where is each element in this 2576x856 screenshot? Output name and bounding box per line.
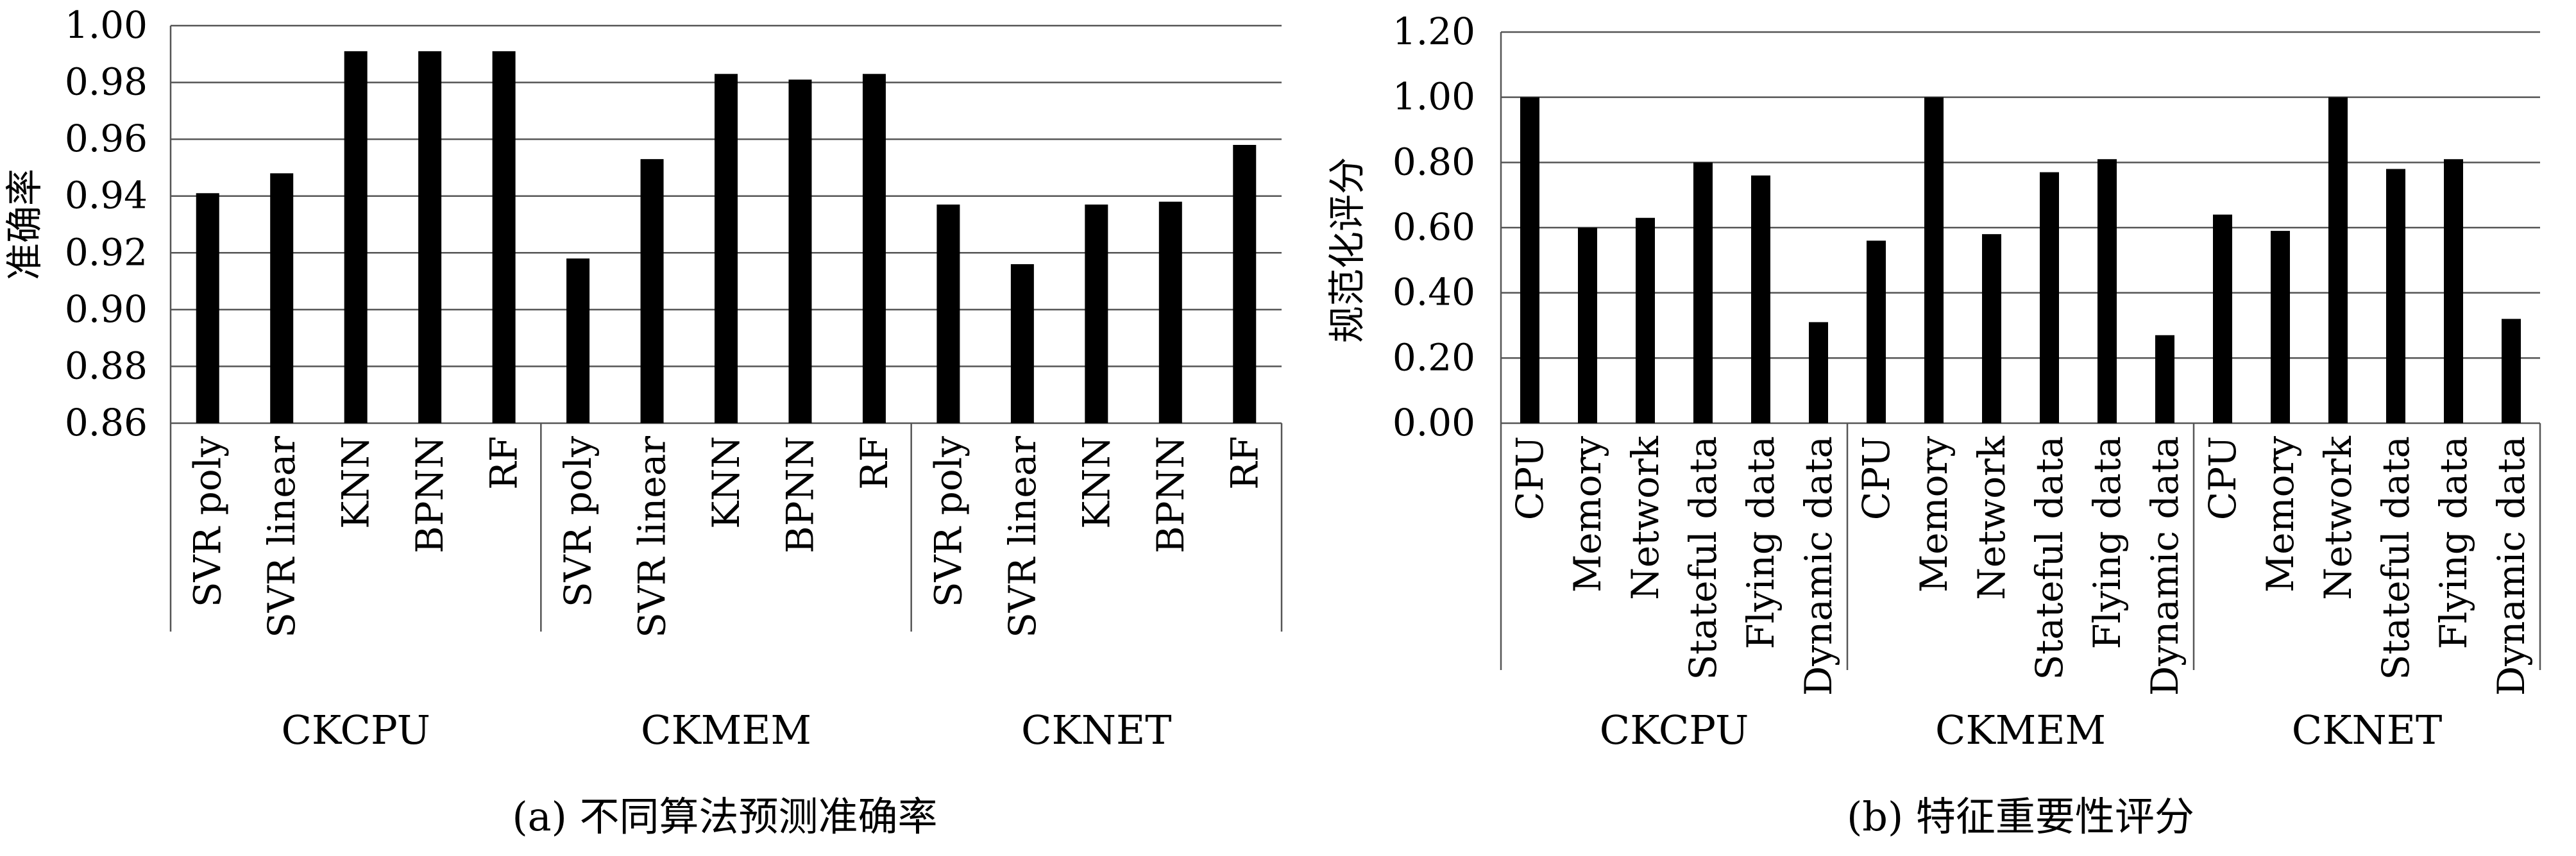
group-label-ckmem: CKMEM (641, 707, 811, 753)
y-axis-title: 准确率 (3, 169, 46, 280)
category-label: Stateful data (1681, 436, 1725, 680)
bar-ckcpu-flying-data (1751, 175, 1770, 423)
category-label: RF (482, 436, 526, 490)
bar-ckcpu-knn (344, 51, 368, 424)
bar-ckmem-stateful-data (2040, 172, 2059, 423)
category-label: BPNN (408, 436, 452, 553)
bar-ckcpu-cpu (1520, 97, 1539, 423)
bar-cknet-rf (1233, 145, 1257, 423)
bar-cknet-dynamic-data (2502, 319, 2521, 423)
category-label: Flying data (2085, 436, 2129, 650)
y-tick-label: 0.20 (1393, 335, 1475, 379)
y-tick-label: 0.88 (65, 344, 148, 387)
category-label: Network (1623, 435, 1667, 600)
category-label: BPNN (778, 436, 822, 553)
category-label: Stateful data (2028, 436, 2071, 680)
bar-ckmem-svr-poly (566, 258, 590, 423)
chart-b: 0.00 0.20 0.40 0.60 0.80 1.00 1.20 规范化评分 CPU Memo… (1325, 10, 2541, 840)
bar-ckmem-svr-linear (640, 159, 664, 423)
chart-caption: (a) 不同算法预测准确率 (512, 793, 937, 840)
category-label: Network (2316, 435, 2360, 600)
y-tick-label: 1.20 (1393, 10, 1475, 53)
bar-ckmem-dynamic-data (2155, 335, 2174, 423)
bar-ckmem-knn (715, 74, 738, 424)
bar-ckcpu-bpnn (418, 51, 442, 424)
y-tick-label: 0.98 (65, 60, 148, 104)
bar-ckcpu-network (1636, 217, 1655, 423)
category-label: Dynamic data (2143, 436, 2187, 696)
bar-ckcpu-stateful-data (1693, 162, 1713, 424)
bar-cknet-memory (2271, 231, 2290, 423)
category-label: SVR poly (556, 436, 600, 607)
category-label: CPU (2201, 436, 2244, 520)
bar-ckmem-flying-data (2097, 159, 2117, 423)
bar-cknet-cpu (2213, 214, 2232, 423)
category-label: Stateful data (2374, 436, 2418, 680)
category-label: SVR poly (186, 436, 230, 607)
bar-cknet-bpnn (1158, 201, 1182, 423)
y-tick-label: 0.92 (65, 230, 148, 274)
chart-caption: (b) 特征重要性评分 (1847, 793, 2194, 840)
y-tick-label: 0.00 (1393, 401, 1475, 444)
category-label: Dynamic data (1797, 436, 1840, 696)
bar-ckmem-network (1982, 234, 2001, 423)
category-label: Network (1970, 435, 2013, 600)
bar-ckcpu-svr-poly (196, 193, 219, 423)
bar-cknet-knn (1085, 205, 1108, 423)
y-axis-title: 规范化评分 (1325, 157, 1369, 343)
category-label: BPNN (1149, 436, 1192, 553)
category-label: Flying data (1739, 436, 1783, 650)
group-label-cknet: CKNET (1021, 707, 1172, 753)
bar-ckmem-rf (862, 74, 886, 424)
group-label-ckcpu: CKCPU (1600, 707, 1749, 753)
bar-ckcpu-svr-linear (270, 173, 294, 423)
category-label: KNN (334, 436, 378, 529)
category-label: SVR linear (631, 436, 674, 638)
y-tick-label: 0.60 (1393, 205, 1475, 249)
y-tick-label: 0.86 (65, 401, 148, 444)
y-tick-label: 0.40 (1393, 271, 1475, 314)
category-label: CPU (1854, 436, 1898, 520)
bar-cknet-svr-poly (936, 205, 960, 423)
category-label: CPU (1508, 436, 1552, 520)
category-label: SVR linear (1001, 436, 1044, 638)
bar-ckcpu-dynamic-data (1809, 322, 1828, 423)
category-label: KNN (704, 436, 748, 529)
bar-ckcpu-memory (1578, 228, 1597, 423)
bar-cknet-network (2328, 97, 2348, 423)
bar-ckcpu-rf (492, 51, 516, 424)
y-tick-label: 1.00 (1393, 75, 1475, 119)
category-label: Flying data (2432, 436, 2475, 650)
category-label: RF (1223, 436, 1266, 490)
y-tick-label: 1.00 (65, 3, 148, 47)
category-label: Dynamic data (2489, 436, 2533, 696)
group-label-cknet: CKNET (2292, 707, 2443, 753)
group-label-ckcpu: CKCPU (281, 707, 430, 753)
bar-cknet-stateful-data (2386, 169, 2405, 423)
bar-ckmem-bpnn (788, 80, 812, 423)
y-tick-label: 0.96 (65, 117, 148, 160)
group-label-ckmem: CKMEM (1935, 707, 2106, 753)
bar-cknet-svr-linear (1010, 264, 1034, 423)
category-label: Memory (2258, 436, 2302, 592)
category-label: Memory (1912, 436, 1956, 592)
bar-ckmem-cpu (1867, 240, 1886, 423)
category-label: SVR poly (926, 436, 970, 607)
y-tick-label: 0.90 (65, 287, 148, 331)
category-label: Memory (1566, 436, 1609, 592)
y-tick-label: 0.94 (65, 174, 148, 217)
bar-ckmem-memory (1924, 97, 1944, 423)
chart-a: 0.86 0.88 0.90 0.92 0.94 0.96 0.98 1.00 准确率 SVR p… (3, 3, 1283, 840)
bar-cknet-flying-data (2444, 159, 2463, 423)
category-label: SVR linear (260, 436, 303, 638)
y-tick-label: 0.80 (1393, 140, 1475, 183)
category-label: KNN (1074, 436, 1118, 529)
category-label: RF (852, 436, 896, 490)
